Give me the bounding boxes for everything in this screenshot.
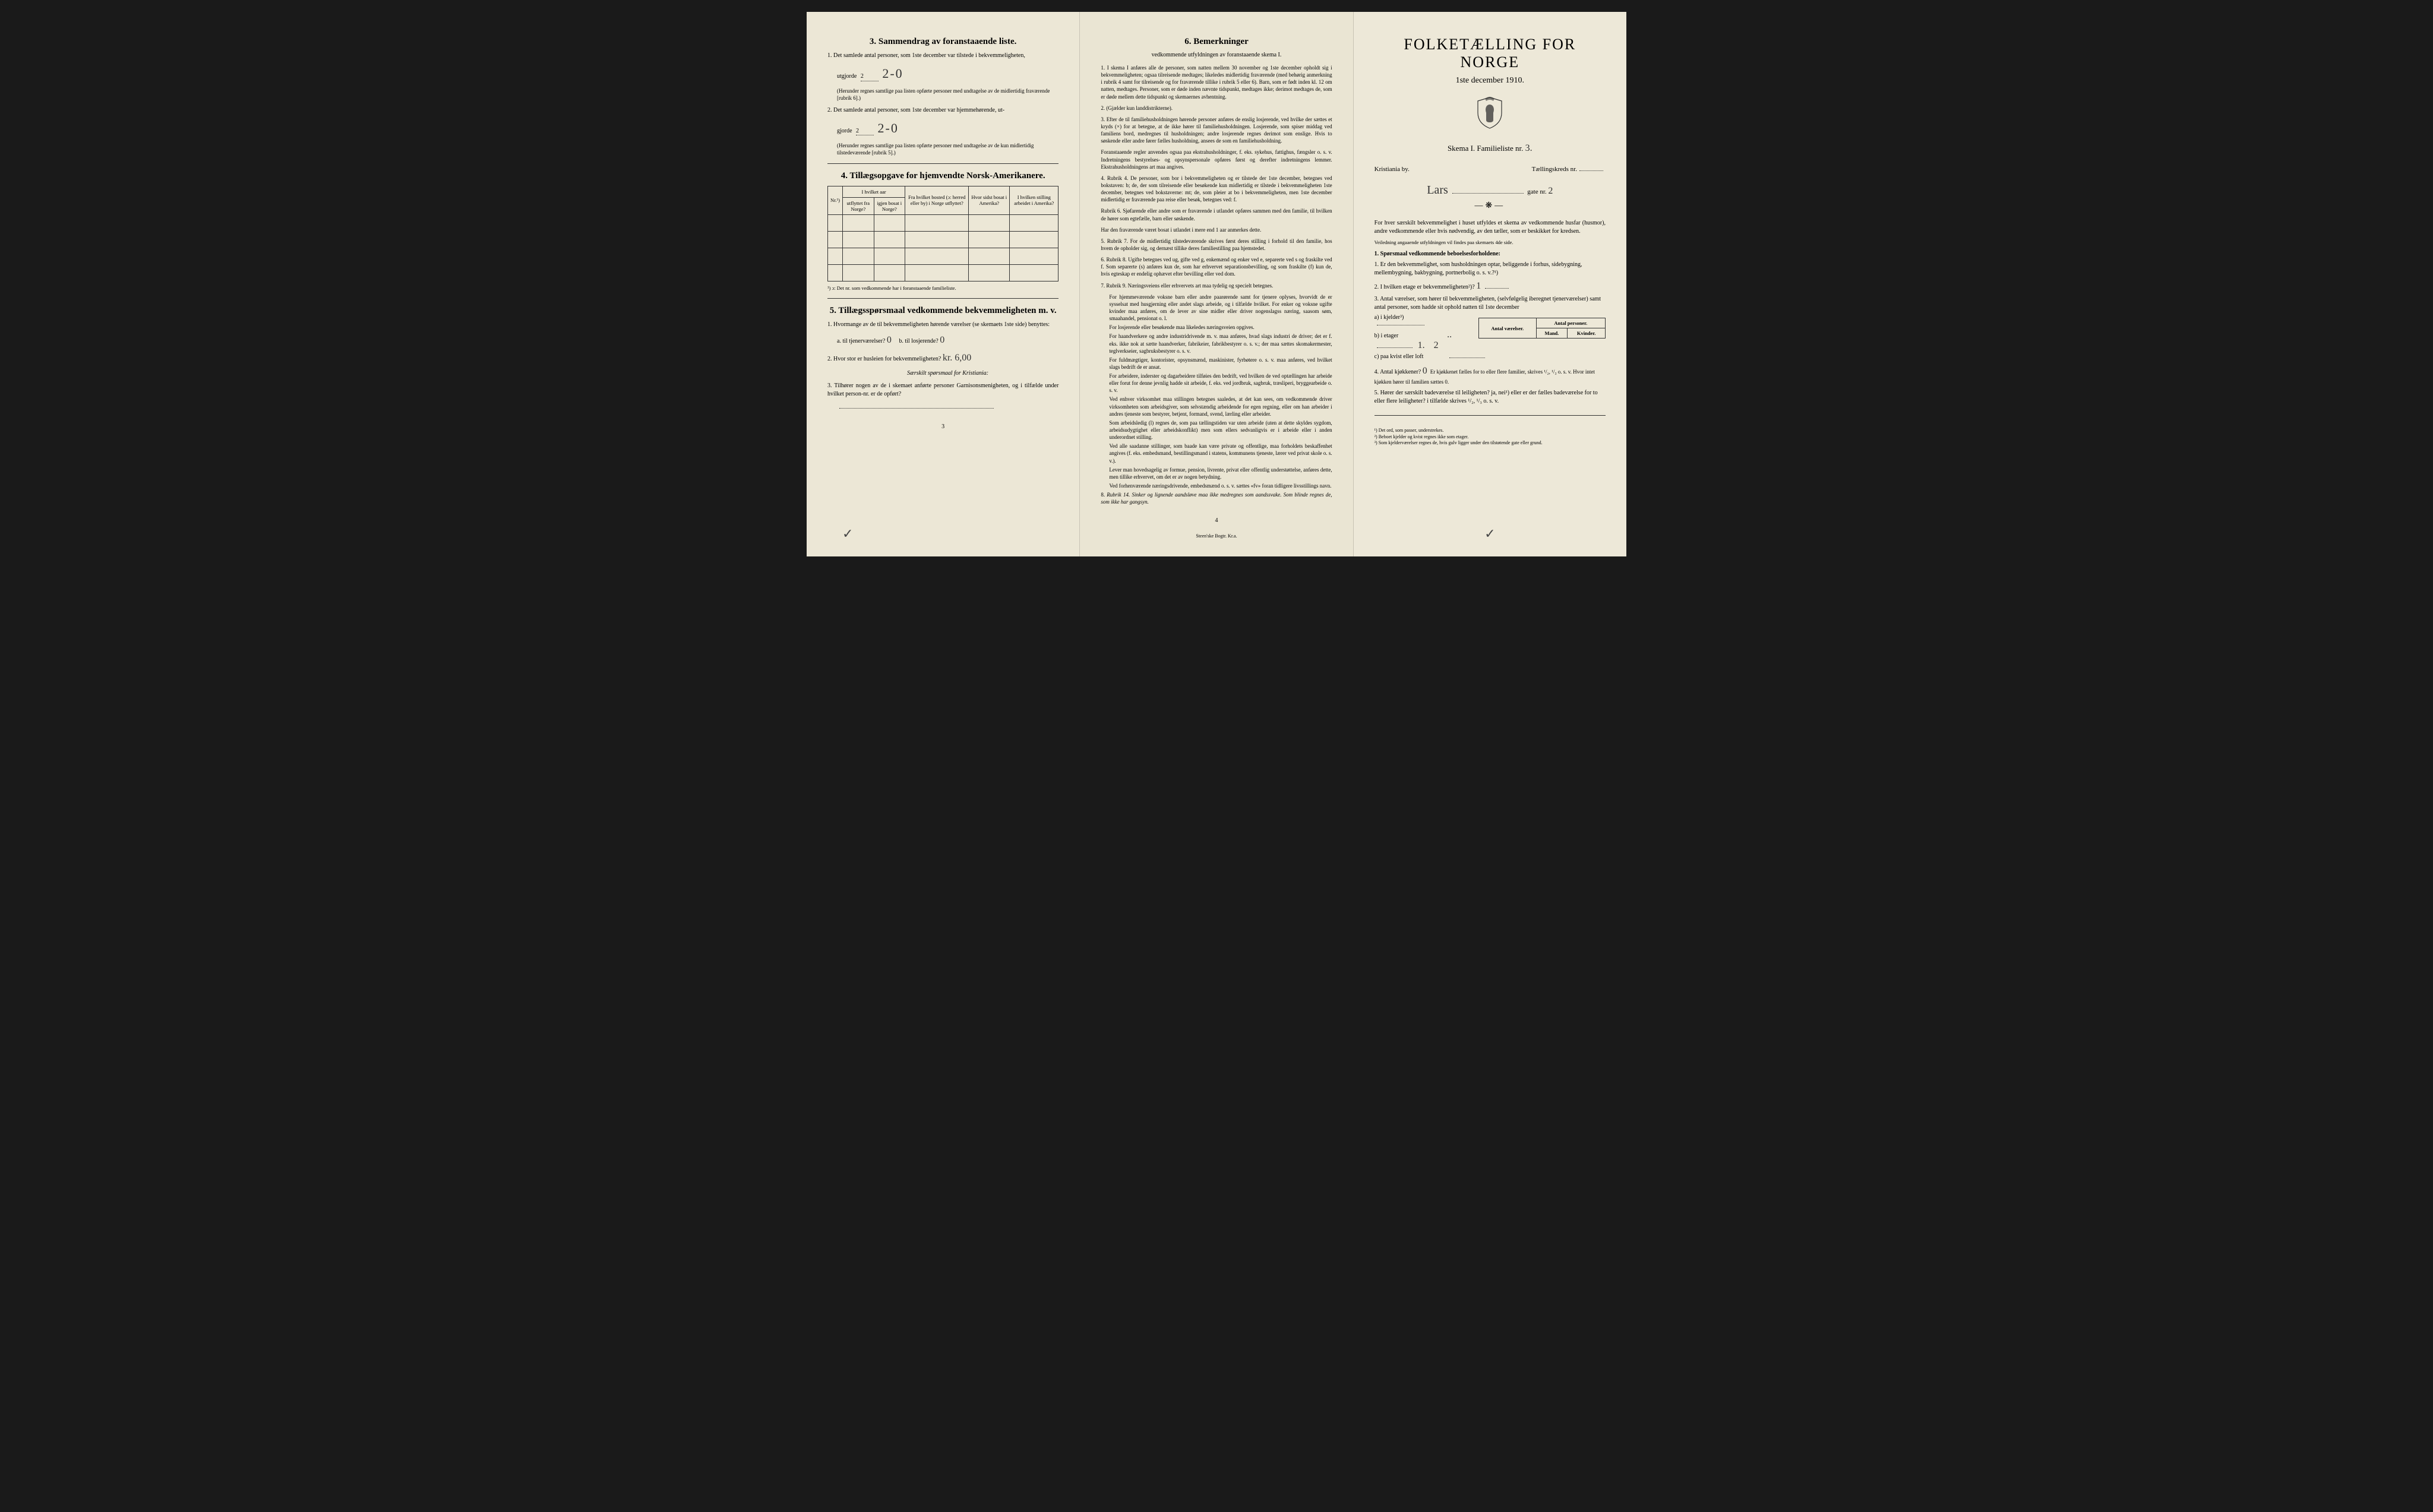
bemerk-sub: For fuldmægtiger, kontorister, opsynsmæn… (1109, 356, 1332, 371)
bemerk-sub: Som arbeidsledig (l) regnes de, som paa … (1109, 419, 1332, 441)
item-5-1: 1. Hvormange av de til bekvemmeligheten … (827, 321, 1058, 329)
street-line: Lars gate nr. 2 (1375, 184, 1606, 197)
item-3-2-note: (Herunder regnes samtlige paa listen opf… (837, 142, 1058, 156)
bemerk-item: 2. (Gjælder kun landdistrikterne). (1101, 105, 1332, 112)
bemerk-sub: For hjemmeværende voksne barn eller andr… (1109, 293, 1332, 322)
main-title: FOLKETÆLLING FOR NORGE (1375, 36, 1606, 71)
bemerk-item: 1. I skema I anføres alle de personer, s… (1101, 64, 1332, 100)
checkmark-icon: ✓ (1484, 526, 1495, 542)
page-number: 4 (1101, 517, 1332, 524)
section-4-table: Nr.¹) I hvilket aar Fra hvilket bosted (… (827, 186, 1058, 281)
item-5-3: 3. Tilhører nogen av de i skemaet anført… (827, 382, 1058, 398)
panel-page-4: 6. Bemerkninger vedkommende utfyldningen… (1080, 12, 1353, 556)
table-row (828, 264, 1058, 281)
bemerk-item: 6. Rubrik 8. Ugifte betegnes ved ug, gif… (1101, 256, 1332, 277)
item-5-2: 2. Hvor stor er husleien for bekvemmelig… (827, 352, 1058, 365)
bemerk-item: 4. Rubrik 4. De personer, som bor i bekv… (1101, 175, 1332, 204)
location-header: Kristiania by. Tællingskreds nr. (1375, 166, 1606, 173)
section-3-title: 3. Sammendrag av foranstaaende liste. (827, 37, 1058, 47)
intro-paragraph: For hver særskilt bekvemmelighet i huset… (1375, 219, 1606, 236)
bemerk-item: 3. Efter de til familiehusholdningen hør… (1101, 116, 1332, 145)
panel-front: FOLKETÆLLING FOR NORGE 1ste december 191… (1354, 12, 1626, 556)
bemerk-sub: Lever man hovedsagelig av formue, pensio… (1109, 466, 1332, 480)
q1-1: 1. Er den bekvemmelighet, som husholdnin… (1375, 261, 1606, 277)
item-3-1: 1. Det samlede antal personer, som 1ste … (827, 52, 1058, 60)
item-3-2: 2. Det samlede antal personer, som 1ste … (827, 106, 1058, 115)
section-4-footnote: ¹) ɔ: Det nr. som vedkommende har i fora… (827, 285, 1058, 291)
table-row (828, 214, 1058, 231)
section-6-subtitle: vedkommende utfyldningen av foranstaaend… (1101, 52, 1332, 58)
q1-title: 1. Spørsmaal vedkommende beboelsesforhol… (1375, 250, 1606, 258)
q1-5: 5. Hører der særskilt badeværelse til le… (1375, 389, 1606, 406)
bemerk-sub: Ved alle saadanne stillinger, som baade … (1109, 442, 1332, 464)
printer-credit: Steen'ske Bogtr. Kr.a. (1101, 533, 1332, 539)
item-6-8: 8. Rubrik 14. Sinker og lignende aandslø… (1101, 491, 1332, 505)
bemerk-item: Rubrik 6. Sjøfarende eller andre som er … (1101, 207, 1332, 222)
item-5-1ab: a. til tjenerværelser? 0 b. til losjeren… (837, 334, 1058, 347)
table-row (828, 231, 1058, 248)
footnotes: ¹) Det ord, som passer, understrekes. ²)… (1375, 428, 1606, 447)
section-4-title: 4. Tillægsopgave for hjemvendte Norsk-Am… (827, 171, 1058, 181)
antal-row-c: c) paa kvist eller loft (1375, 353, 1606, 360)
q1-2: 2. I hvilken etage er bekvemmeligheten²)… (1375, 280, 1606, 293)
bemerk-item: 5. Rubrik 7. For de midlertidig tilstede… (1101, 238, 1332, 252)
page-number: 3 (827, 423, 1058, 430)
coat-of-arms-icon (1375, 96, 1606, 132)
census-date: 1ste december 1910. (1375, 76, 1606, 86)
panel-page-3: 3. Sammendrag av foranstaaende liste. 1.… (807, 12, 1080, 556)
item-5-2-sub: Særskilt spørsmaal for Kristiania: (837, 369, 1058, 378)
antal-table: Antal værelser. Antal personer. Mand. Kv… (1478, 318, 1606, 339)
skema-line: Skema I. Familieliste nr. 3. (1375, 143, 1606, 154)
bemerk-item: Foranstaaende regler anvendes ogsaa paa … (1101, 148, 1332, 170)
item-3-1-note: (Herunder regnes samtlige paa listen opf… (837, 87, 1058, 102)
bemerk-sub: For haandverkere og andre industridriven… (1109, 333, 1332, 354)
document-sheet: 3. Sammendrag av foranstaaende liste. 1.… (807, 12, 1626, 556)
bemerk-sub: For arbeidere, inderster og dagarbeidere… (1109, 372, 1332, 394)
bemerk-sub: Ved forhenværende næringsdrivende, embed… (1109, 482, 1332, 489)
ornament-icon: ―❋― (1375, 201, 1606, 211)
bemerk-item: Har den fraværende været bosat i utlande… (1101, 226, 1332, 233)
bemerk-sub: For losjerende eller besøkende maa likel… (1109, 324, 1332, 331)
item-3-2-line: gjorde 2 2-0 (837, 119, 1058, 137)
bemerk-item: 7. Rubrik 9. Næringsveiens eller erhverv… (1101, 282, 1332, 289)
q1-4: 4. Antal kjøkkener? 0 Er kjøkkenet fælle… (1375, 365, 1606, 386)
bemerk-sub: Ved enhver virksomhet maa stillingen bet… (1109, 396, 1332, 417)
table-row (828, 248, 1058, 264)
intro-note: Veiledning angaaende utfyldningen vil fi… (1375, 239, 1606, 245)
item-3-1-line: utgjorde 2 2-0 (837, 65, 1058, 83)
checkmark-icon: ✓ (842, 526, 853, 542)
q1-3: 3. Antal værelser, som hører til bekvemm… (1375, 295, 1606, 312)
section-5-title: 5. Tillægsspørsmaal vedkommende bekvemme… (827, 306, 1058, 316)
section-6-title: 6. Bemerkninger (1101, 37, 1332, 47)
